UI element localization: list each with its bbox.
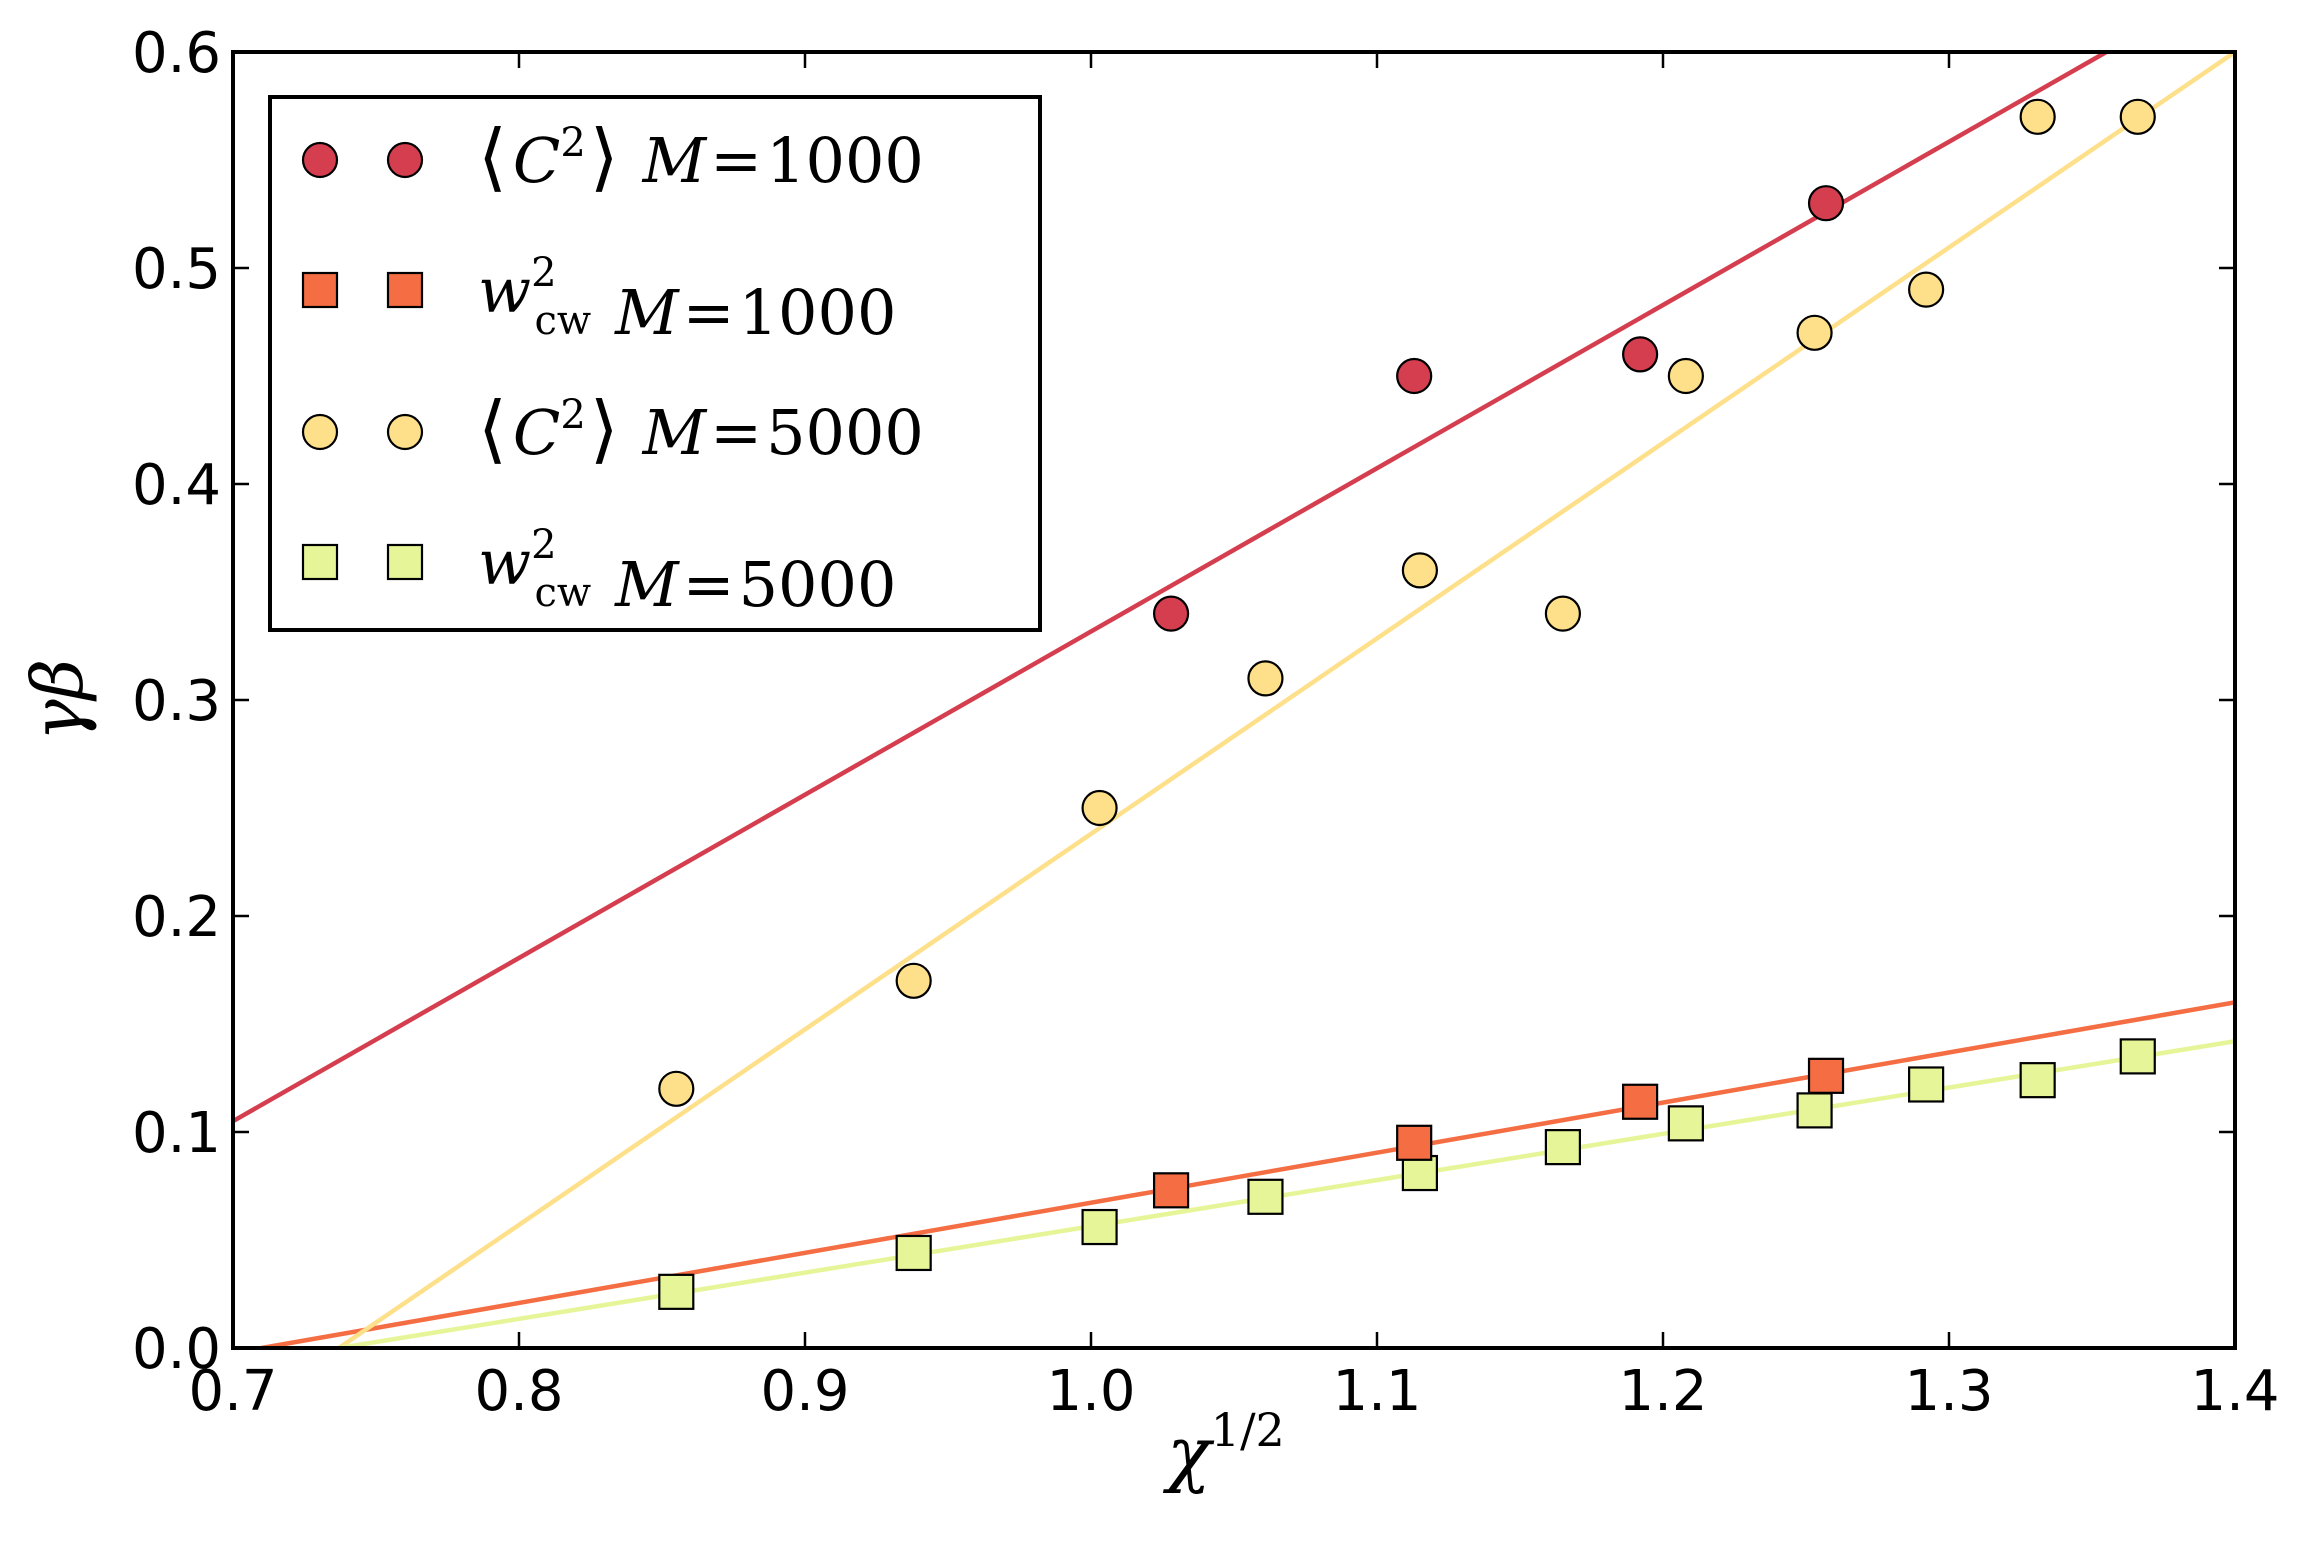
x-tick-label: 1.4 (2190, 1359, 2279, 1424)
point-w2-m1000 (1807, 1057, 1845, 1094)
point-c2-m5000 (1908, 271, 1945, 308)
legend-label: ⟨C2⟩ M=1000 (478, 114, 924, 200)
y-tick-label: 0.3 (132, 669, 221, 734)
x-tick-label: 0.9 (760, 1359, 849, 1424)
point-w2-m5000 (1544, 1129, 1582, 1166)
point-c2-m1000 (1807, 185, 1845, 222)
y-tick-label: 0.1 (132, 1101, 221, 1166)
fit-line-c2-m1000 (233, 52, 2108, 1124)
point-w2-m5000 (1667, 1105, 1704, 1142)
point-w2-m5000 (2119, 1038, 2156, 1075)
point-c2-m5000 (895, 962, 932, 999)
point-c2-m5000 (1247, 660, 1284, 697)
y-axis-label: γβ (17, 659, 99, 741)
legend-entry-c2-m5000: ⟨C2⟩ M=5000 (301, 386, 924, 472)
legend-entry-w2-m5000: w2 cw M=5000 (301, 522, 896, 621)
point-c2-m1000 (1396, 357, 1433, 395)
legend-label: ⟨C2⟩ M=5000 (478, 386, 924, 472)
axis-ticks: 0.7 0.8 0.9 1.0 1.1 1.2 1.3 1.4 0.0 0.1 0.2 0.3 0.4 0… (132, 21, 2280, 1424)
point-c2-m5000 (2019, 98, 2056, 135)
x-tick-label: 1.0 (1046, 1359, 1135, 1424)
y-tick-label: 0.5 (132, 237, 221, 302)
legend-marker (386, 413, 424, 451)
point-c2-m5000 (1544, 595, 1582, 632)
point-c2-m1000 (1622, 336, 1659, 373)
point-w2-m5000 (658, 1273, 695, 1310)
x-tick-label: 1.3 (1904, 1359, 1993, 1424)
fit-lines (233, 52, 2235, 1348)
point-c2-m5000 (1796, 314, 1833, 351)
point-c2-m5000 (1401, 552, 1439, 589)
point-c2-m5000 (1667, 357, 1704, 395)
legend-box (268, 95, 1042, 632)
y-tick-label: 0.2 (132, 885, 221, 950)
point-w2-m5000 (1401, 1154, 1439, 1192)
point-w2-m5000 (2019, 1062, 2056, 1099)
point-w2-m1000 (1396, 1124, 1433, 1161)
legend-marker (301, 413, 339, 451)
point-w2-m5000 (1908, 1066, 1945, 1103)
x-axis-label: χ1/2 (1162, 1403, 1285, 1495)
y-tick-label: 0.0 (132, 1317, 221, 1382)
fit-line-w2-m1000 (261, 1000, 2235, 1348)
legend-marker (386, 141, 424, 179)
legend-marker (386, 543, 424, 581)
legend: ⟨C2⟩ M=1000 w2 cw M=1000 ⟨C2⟩ M=5000 w2 cw M=5000 (268, 95, 1042, 632)
point-w2-m5000 (895, 1234, 932, 1272)
y-tick-label: 0.4 (132, 453, 221, 518)
fit-line-c2-m5000 (337, 52, 2235, 1348)
y-tick-label: 0.6 (132, 21, 221, 86)
legend-label: w2 cw M=1000 (478, 250, 896, 349)
legend-marker (301, 271, 339, 309)
x-tick-label: 0.7 (188, 1359, 277, 1424)
point-c2-m5000 (2119, 98, 2156, 135)
point-w2-m1000 (1152, 1172, 1190, 1209)
point-w2-m1000 (1622, 1083, 1659, 1120)
legend-marker (301, 141, 339, 179)
x-tick-label: 1.2 (1618, 1359, 1707, 1424)
x-tick-label: 0.8 (474, 1359, 563, 1424)
x-tick-label: 1.1 (1332, 1359, 1421, 1424)
legend-marker (386, 271, 424, 309)
data-markers (658, 98, 2156, 1310)
point-c2-m1000 (1152, 595, 1190, 632)
point-c2-m5000 (1081, 789, 1118, 827)
legend-label: w2 cw M=5000 (478, 522, 896, 621)
point-c2-m5000 (658, 1070, 695, 1107)
point-w2-m5000 (1247, 1178, 1284, 1215)
point-w2-m5000 (1796, 1092, 1833, 1129)
legend-marker (301, 543, 339, 581)
legend-entry-c2-m1000: ⟨C2⟩ M=1000 (301, 114, 924, 200)
point-w2-m5000 (1081, 1208, 1118, 1246)
legend-entry-w2-m1000: w2 cw M=1000 (301, 250, 896, 349)
